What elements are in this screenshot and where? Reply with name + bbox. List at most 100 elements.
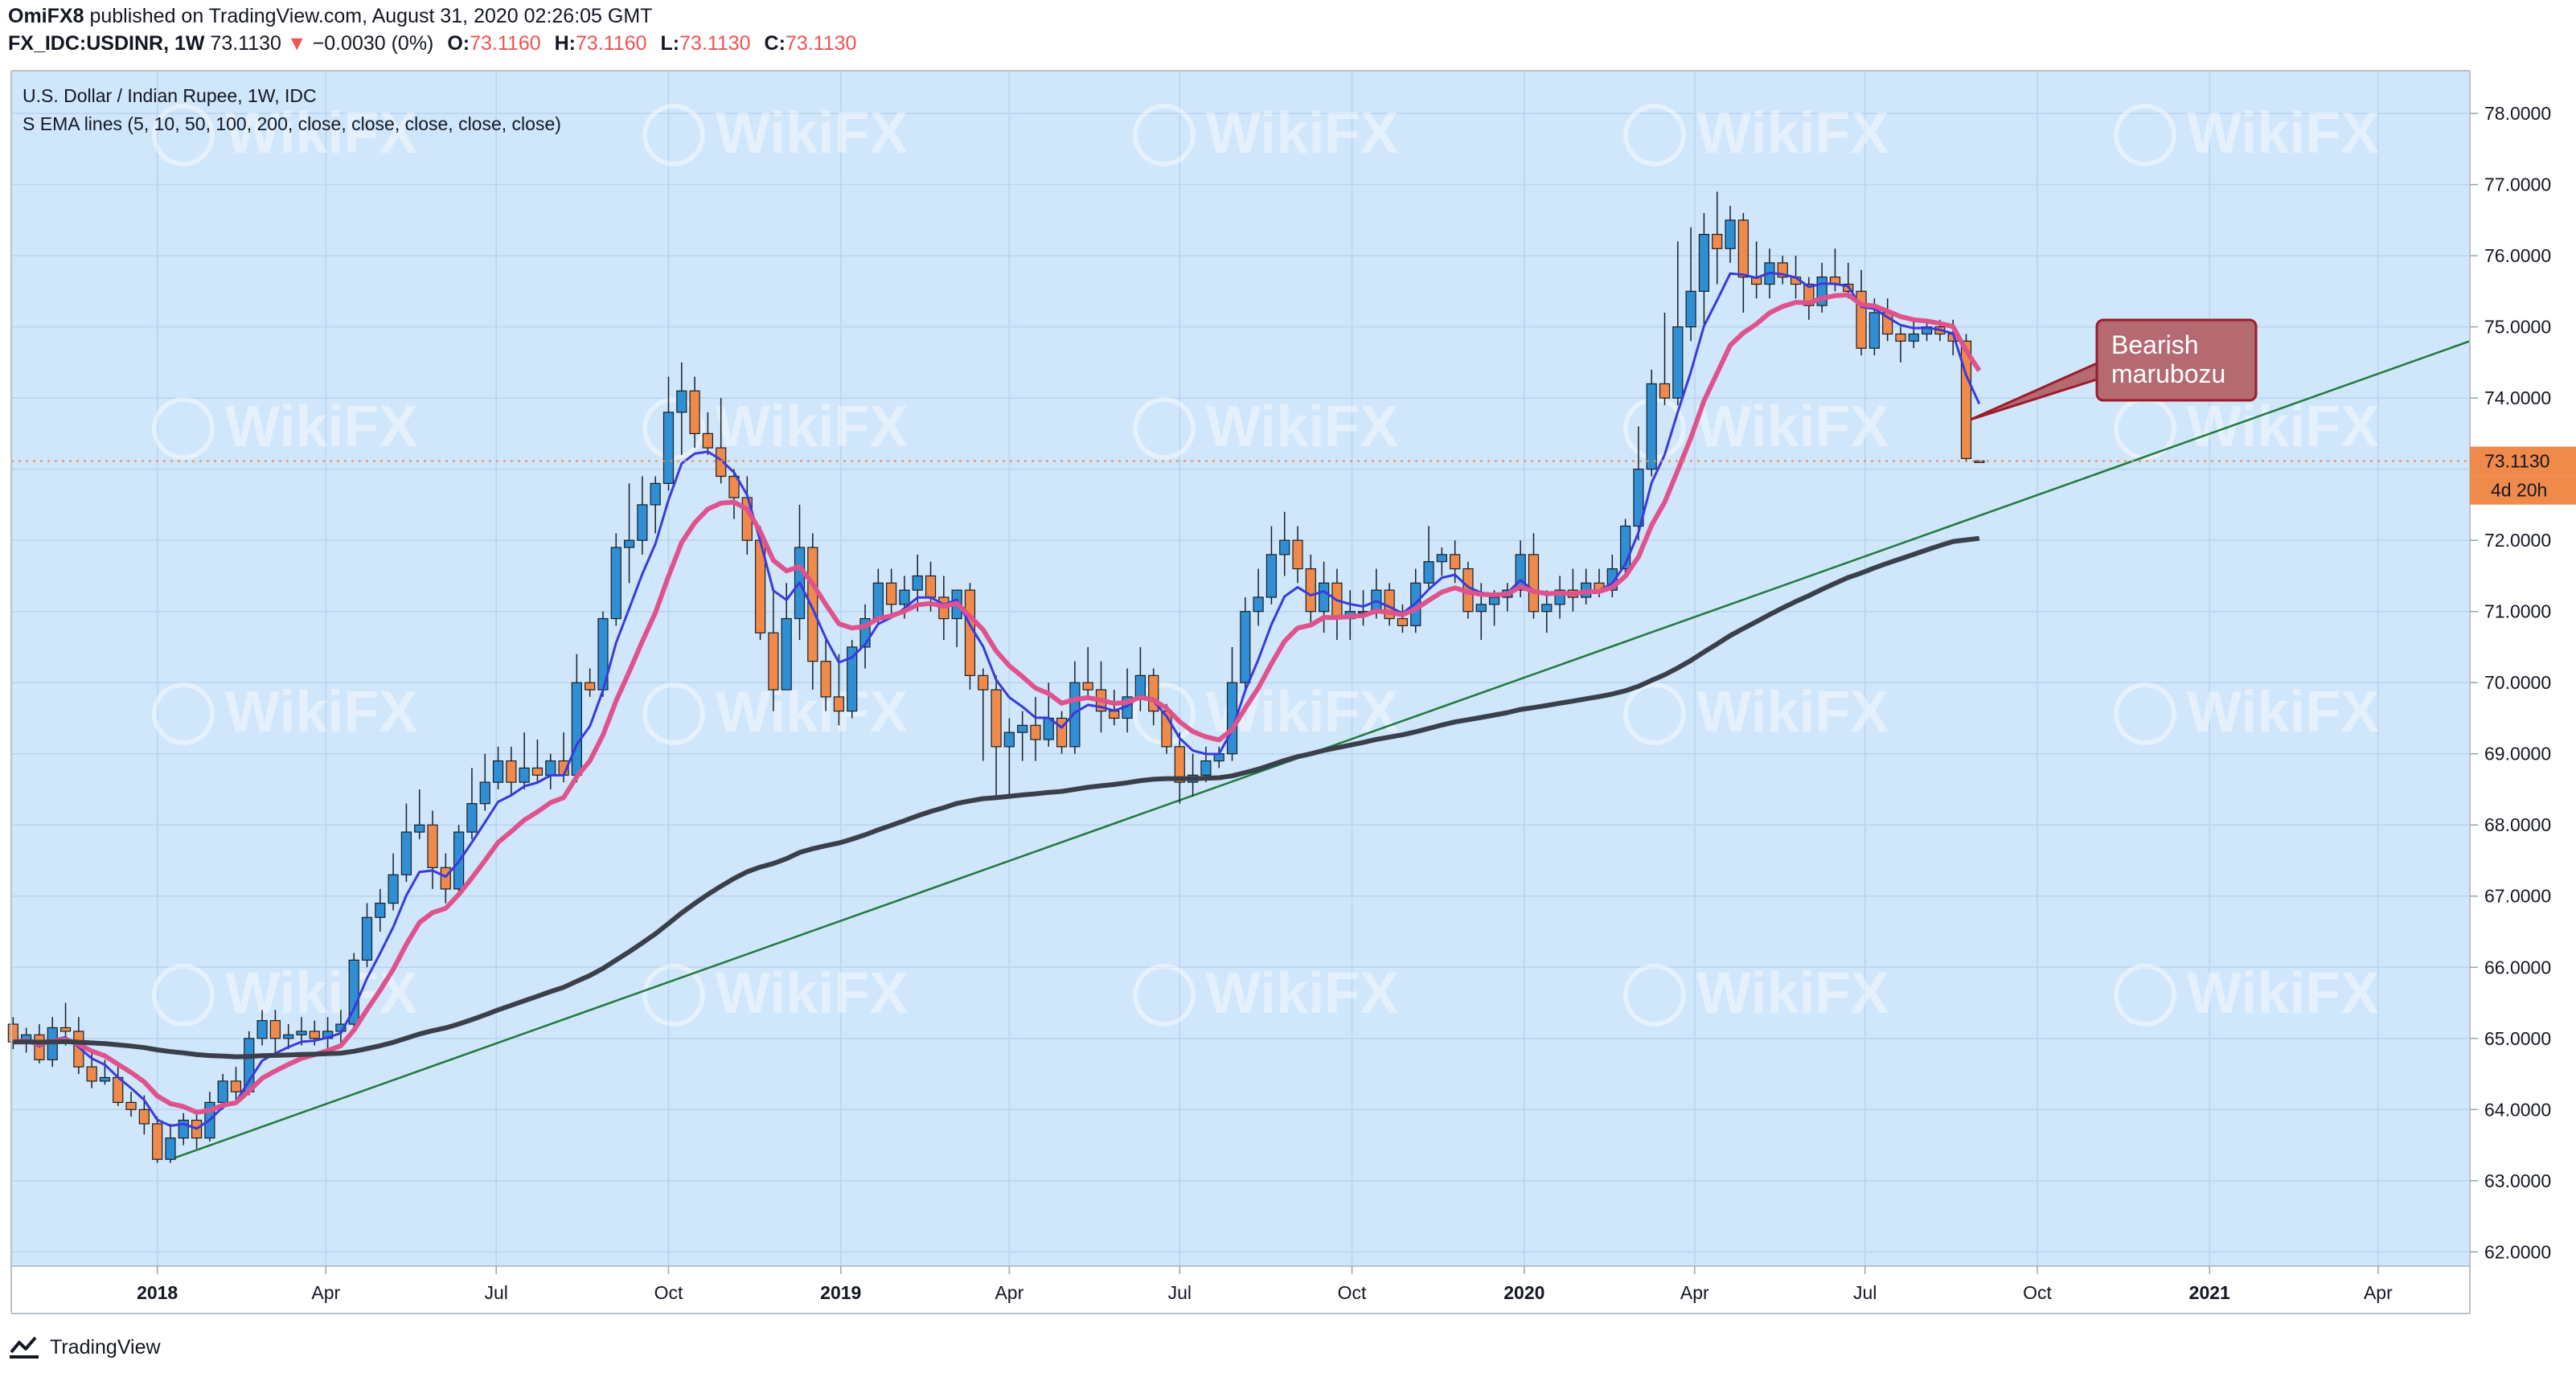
wikifx-logo-icon bbox=[1623, 964, 1686, 1027]
candle-body bbox=[1528, 554, 1540, 613]
candle-body bbox=[1265, 554, 1278, 598]
candle-body bbox=[610, 547, 621, 620]
candle-bullish bbox=[492, 746, 504, 789]
candle-body bbox=[1436, 554, 1447, 563]
candle-bullish bbox=[1279, 511, 1290, 576]
candle-bearish bbox=[113, 1067, 124, 1106]
open-value: 73.1160 bbox=[470, 32, 541, 55]
candle-bullish bbox=[1423, 526, 1434, 591]
candle-bullish bbox=[1672, 241, 1684, 406]
candle-body bbox=[1698, 233, 1710, 292]
price-change: −0.0030 (0%) bbox=[312, 32, 434, 55]
candle-body bbox=[1868, 312, 1880, 349]
wikifx-logo-icon bbox=[152, 964, 215, 1027]
x-axis-labels: 2018 Apr Jul Oct 2019 Apr Jul Oct 2020 Apr Jul Oct 2… bbox=[137, 1266, 2393, 1303]
candle-body bbox=[1895, 333, 1906, 342]
candle-body bbox=[571, 682, 582, 776]
candle-bullish bbox=[466, 768, 478, 839]
y-tick-label: 75.0000 bbox=[2484, 317, 2551, 338]
candle-bearish bbox=[978, 668, 989, 761]
candle-bearish bbox=[125, 1092, 137, 1117]
candle-bullish bbox=[1003, 718, 1015, 797]
candle-body bbox=[1200, 760, 1212, 776]
candle-bearish bbox=[1895, 326, 1906, 363]
candle-body bbox=[1017, 724, 1028, 733]
y-tick-label: 63.0000 bbox=[2484, 1170, 2551, 1191]
candle-body bbox=[440, 867, 451, 890]
price-tag-label: 73.1130 bbox=[2484, 451, 2549, 472]
candle-body bbox=[1725, 219, 1736, 249]
candle-body bbox=[1003, 732, 1015, 748]
candle-bullish bbox=[256, 1010, 268, 1046]
candle-bearish bbox=[820, 640, 831, 711]
candle-body bbox=[244, 1038, 255, 1092]
candle-body bbox=[912, 575, 923, 591]
wikifx-logo-icon bbox=[642, 682, 705, 745]
candle-body bbox=[1319, 582, 1330, 613]
symbol-name[interactable]: FX_IDC:USDINR, 1W bbox=[8, 32, 205, 55]
watermark-text: WikiFX bbox=[1206, 961, 1398, 1026]
candle-body bbox=[427, 824, 438, 868]
candle-bearish bbox=[964, 583, 976, 691]
candle-bullish bbox=[610, 533, 621, 626]
watermark-text: WikiFX bbox=[225, 395, 417, 459]
candle-body bbox=[531, 767, 544, 776]
candle-body bbox=[978, 674, 989, 691]
annotation-callout[interactable]: Bearish marubozu bbox=[1970, 318, 2258, 421]
legend-indicator[interactable]: S EMA lines (5, 10, 50, 100, 200, close,… bbox=[23, 113, 561, 134]
candle-bullish bbox=[414, 789, 425, 839]
x-tick-label: Jul bbox=[1853, 1282, 1877, 1303]
candle-bullish bbox=[400, 803, 412, 883]
watermark-text: WikiFX bbox=[716, 101, 908, 166]
wikifx-logo-icon bbox=[2114, 964, 2176, 1027]
wikifx-logo-icon bbox=[2114, 682, 2176, 745]
candle-body bbox=[676, 390, 687, 413]
candle-body bbox=[637, 504, 648, 541]
grid bbox=[11, 71, 2470, 1266]
wikifx-logo-icon bbox=[1133, 104, 1196, 166]
candle-bullish bbox=[847, 640, 858, 719]
candle-bearish bbox=[833, 654, 845, 726]
price-axis[interactable] bbox=[2470, 71, 2576, 1318]
candle-body bbox=[165, 1137, 176, 1160]
callout-box bbox=[2095, 318, 2258, 402]
candle-bearish bbox=[1712, 191, 1723, 285]
y-tick-label: 72.0000 bbox=[2484, 530, 2551, 551]
author-name[interactable]: OmiFX8 bbox=[8, 5, 84, 27]
tradingview-logo-icon bbox=[10, 1336, 39, 1359]
candle-bearish bbox=[702, 412, 713, 455]
footer-brand[interactable]: TradingView bbox=[50, 1335, 161, 1359]
candle-body bbox=[1659, 383, 1671, 399]
candle-body bbox=[768, 632, 779, 691]
candle-body bbox=[781, 617, 792, 691]
watermark-text: WikiFX bbox=[225, 961, 417, 1026]
watermark-text: WikiFX bbox=[1696, 680, 1889, 744]
candle-bullish bbox=[1541, 590, 1553, 633]
candle-body bbox=[847, 646, 858, 712]
ema-100-line bbox=[13, 535, 1980, 1059]
high-value: 73.1160 bbox=[575, 32, 647, 55]
x-tick-label: Oct bbox=[1338, 1282, 1367, 1303]
candle-bullish bbox=[1017, 711, 1028, 761]
candle-body bbox=[820, 661, 831, 698]
watermark-text: WikiFX bbox=[225, 101, 417, 166]
publish-info: OmiFX8 published on TradingView.com, Aug… bbox=[8, 5, 652, 28]
y-axis-labels: 78.000077.000076.000075.000074.000073.00… bbox=[2470, 103, 2551, 1262]
candle-bearish bbox=[1292, 526, 1303, 584]
x-tick-label: 2018 bbox=[137, 1282, 178, 1303]
candle-body bbox=[414, 824, 425, 833]
candle-body bbox=[623, 539, 635, 548]
time-axis[interactable] bbox=[0, 1266, 2576, 1318]
candlestick-chart[interactable]: WikiFX WikiFX WikiFX WikiFX WikiFX WikiFX Wiki… bbox=[0, 0, 2576, 1318]
candle-body bbox=[230, 1080, 242, 1092]
watermark-text: WikiFX bbox=[716, 680, 908, 744]
publish-text: published on TradingView.com, August 31,… bbox=[89, 5, 653, 27]
candle-bullish bbox=[676, 362, 687, 455]
candle-body bbox=[1712, 233, 1723, 249]
candle-body bbox=[662, 412, 675, 484]
candle-body bbox=[1475, 604, 1487, 613]
candle-body bbox=[125, 1101, 137, 1110]
candle-bearish bbox=[768, 590, 779, 711]
candle-body bbox=[1240, 611, 1251, 683]
watermark-text: WikiFX bbox=[2187, 961, 2379, 1026]
